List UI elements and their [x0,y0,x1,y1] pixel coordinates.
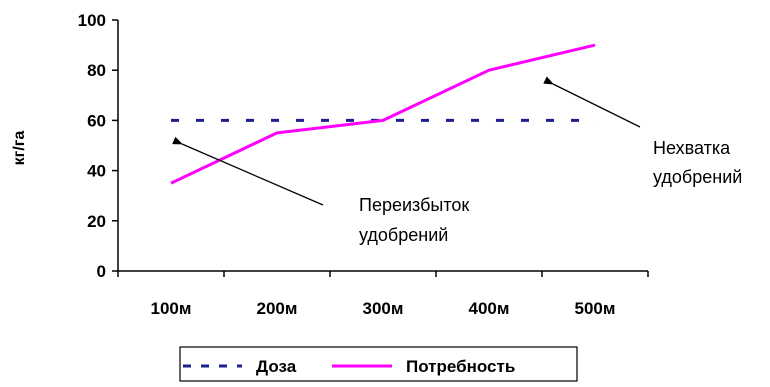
shortage-arrow [543,76,641,128]
x-tick-label: 300м [363,299,404,318]
legend: Доза Потребность [179,346,578,382]
y-tick-label: 80 [87,61,106,80]
annotation-shortage-line1: Нехватка [653,138,731,158]
y-axis-ticks: 0 20 40 60 80 100 [78,11,118,281]
annotation-shortage-line2: удобрений [653,167,742,187]
legend-label-doza: Доза [256,357,297,376]
x-tick-label: 400м [469,299,510,318]
x-tick-label: 500м [575,299,616,318]
legend-box [179,346,578,382]
x-tick-label: 200м [257,299,298,318]
y-tick-label: 0 [97,262,106,281]
y-tick-label: 60 [87,111,106,130]
annotation-oversupply-line2: удобрений [359,225,448,245]
y-axis-title: кг/га [11,131,28,166]
oversupply-arrow [172,136,324,206]
y-tick-label: 40 [87,162,106,181]
legend-label-potrebnost: Потребность [406,357,515,376]
x-axis-ticks: 100м 200м 300м 400м 500м [117,271,649,318]
series-layer [170,43,596,185]
series-line-1 [170,43,596,185]
y-tick-label: 20 [87,212,106,231]
x-tick-label: 100м [151,299,192,318]
y-tick-label: 100 [78,11,106,30]
annotation-oversupply-line1: Переизбыток [359,195,469,215]
